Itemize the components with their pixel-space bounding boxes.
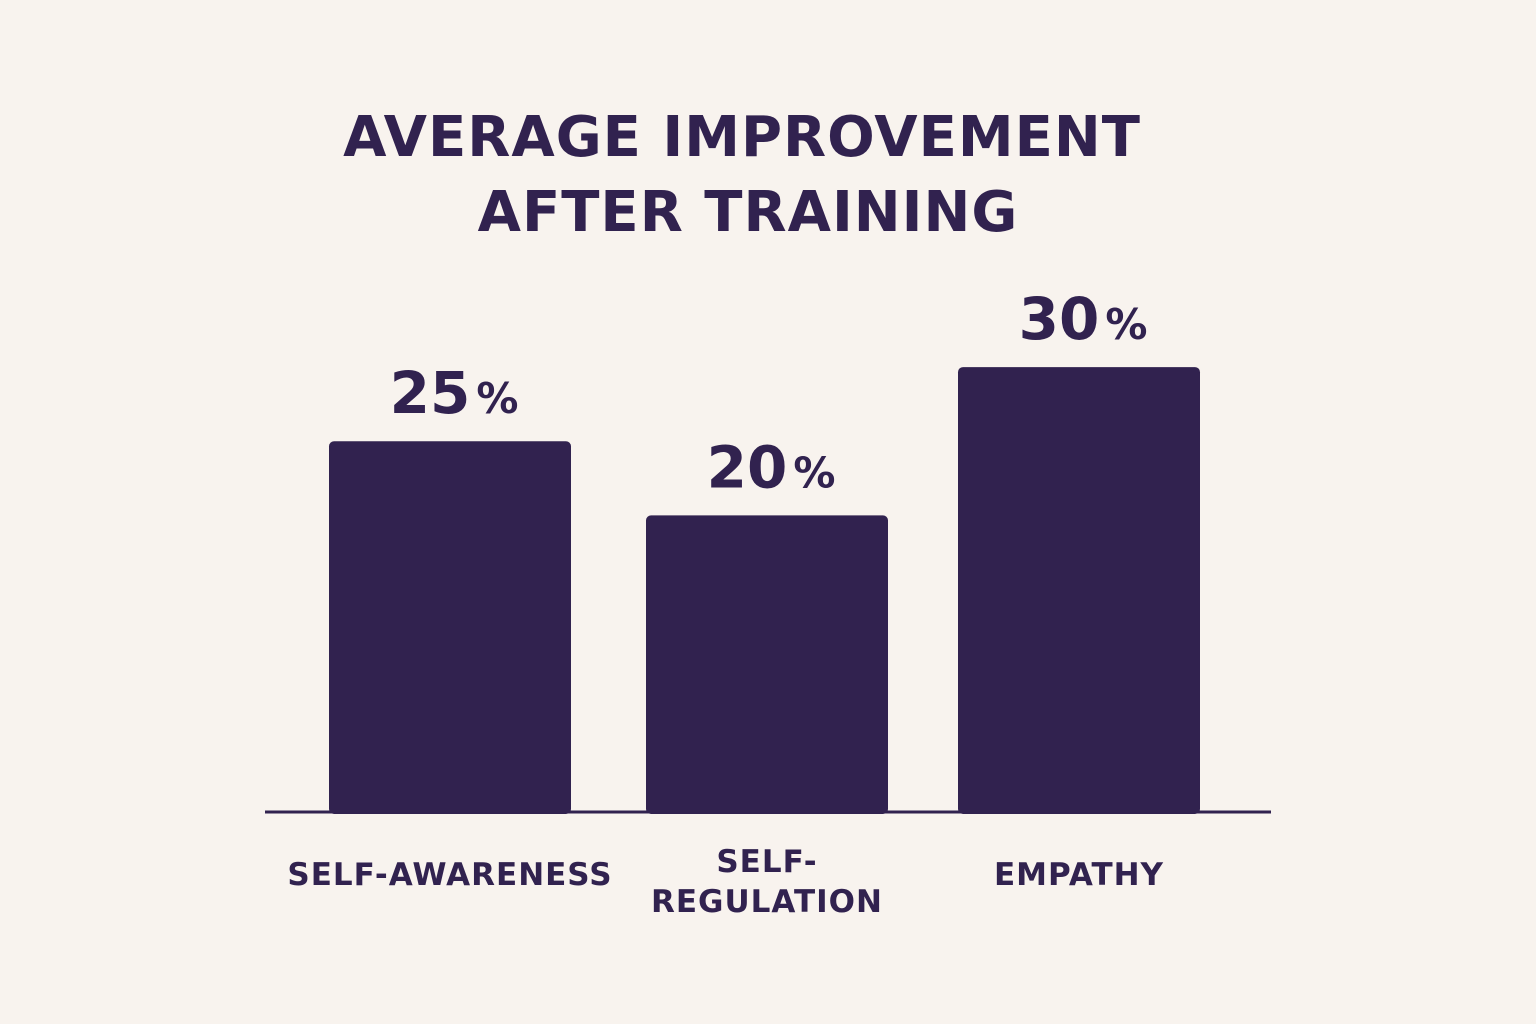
bar-self-regulation	[646, 515, 888, 814]
category-label-self-regulation-line-2: REGULATION	[651, 884, 883, 920]
category-label-self-awareness: SELF-AWARENESS	[287, 857, 612, 893]
bar-empathy	[958, 367, 1200, 814]
category-label-self-regulation-line-1: SELF-	[716, 844, 817, 880]
value-number-self-awareness: 25	[390, 359, 471, 427]
value-unit-empathy: %	[1105, 300, 1147, 349]
bar-self-awareness	[329, 441, 571, 814]
category-labels-group: SELF-AWARENESS SELF- REGULATION EMPATHY	[287, 844, 1164, 920]
value-label-empathy: 30%	[1019, 285, 1148, 353]
value-unit-self-regulation: %	[793, 448, 835, 497]
value-label-self-regulation: 20%	[707, 433, 836, 501]
category-label-empathy: EMPATHY	[994, 857, 1164, 893]
value-labels-group: 25 %20 %30%	[390, 285, 1148, 501]
value-unit-self-awareness: %	[476, 374, 518, 423]
value-number-empathy: 30	[1019, 285, 1100, 353]
bars-group	[329, 367, 1200, 814]
value-number-self-regulation: 20	[707, 433, 788, 501]
chart-title-line-2: AFTER TRAINING	[478, 180, 1019, 245]
value-label-self-awareness: 25%	[390, 359, 519, 427]
chart-title-line-1: AVERAGE IMPROVEMENT	[343, 105, 1141, 170]
